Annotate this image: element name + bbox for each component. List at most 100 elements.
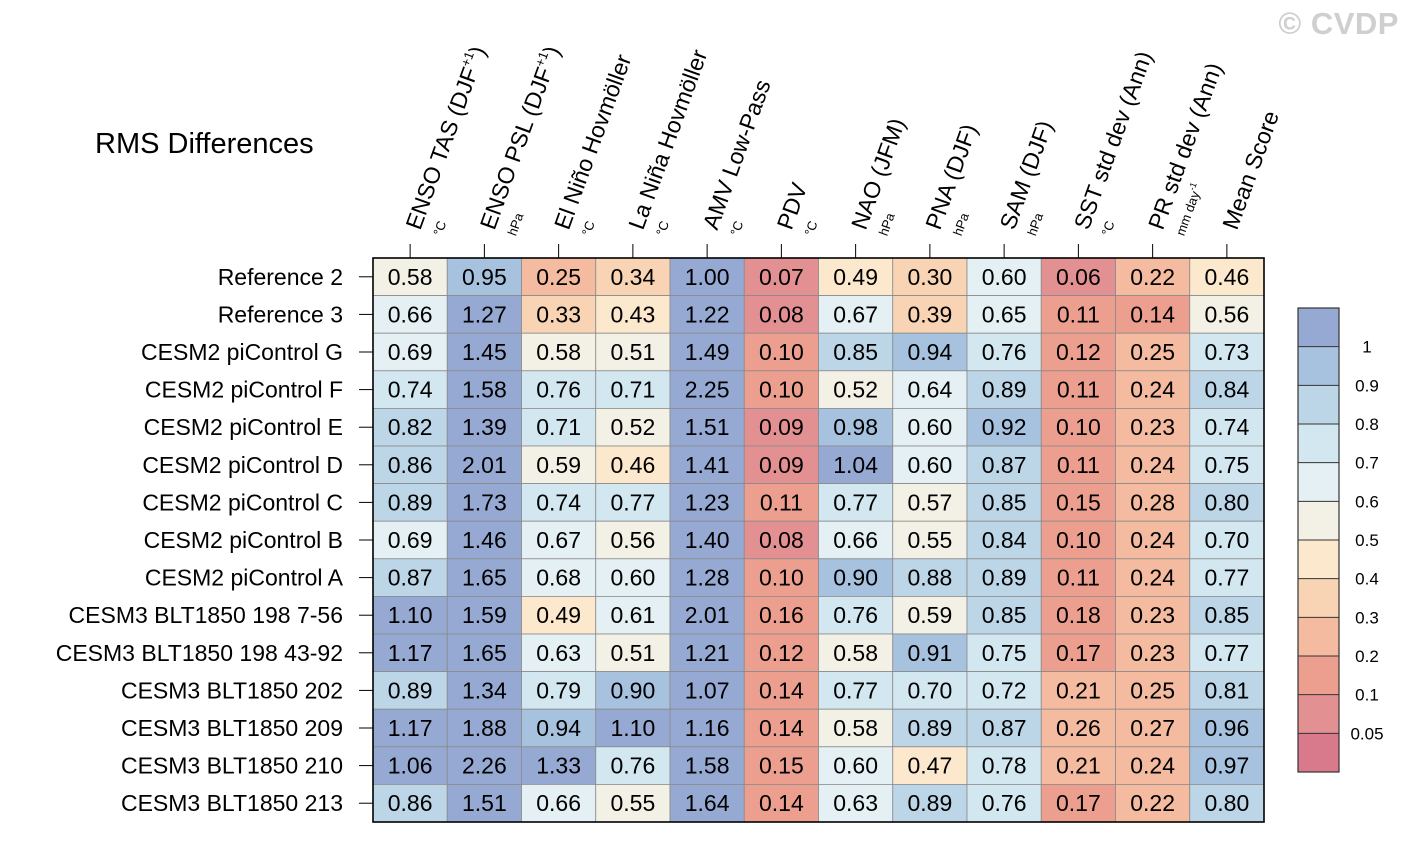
cell-value-label: 0.97 bbox=[1204, 753, 1249, 779]
row-label: CESM2 piControl D bbox=[142, 452, 343, 478]
heatmap-cell bbox=[1189, 445, 1265, 484]
cell-value-label: 0.92 bbox=[982, 414, 1027, 440]
cell-value-label: 0.11 bbox=[1057, 301, 1100, 327]
cell-value-label: 0.51 bbox=[610, 339, 655, 365]
cell-value-label: 0.21 bbox=[1056, 753, 1101, 779]
cell-value-label: 0.24 bbox=[1130, 565, 1175, 591]
cell-value-label: 0.75 bbox=[982, 640, 1027, 666]
cell-value-label: 0.85 bbox=[833, 339, 878, 365]
cell-value-label: 0.23 bbox=[1130, 414, 1175, 440]
heatmap-cell bbox=[446, 483, 522, 522]
heatmap-cell bbox=[966, 332, 1042, 372]
column-label: ENSO TAS (DJF+1) bbox=[399, 42, 490, 232]
colorbar-swatch bbox=[1298, 308, 1339, 347]
cell-value-label: 0.65 bbox=[982, 301, 1027, 327]
heatmap-cell bbox=[595, 407, 671, 447]
heatmap-cell bbox=[1115, 558, 1191, 597]
heatmap-cell bbox=[669, 671, 745, 710]
cell-value-label: 0.96 bbox=[1204, 715, 1249, 741]
column-label: NAO (JFM) bbox=[846, 115, 910, 233]
heatmap-cell bbox=[1115, 445, 1191, 484]
column-label: PNA (DJF) bbox=[920, 121, 982, 233]
colorbar-swatch bbox=[1298, 462, 1339, 502]
heatmap-cell bbox=[595, 332, 671, 372]
heatmap-cell bbox=[669, 746, 745, 785]
heatmap-cell bbox=[595, 596, 671, 635]
column-unit-label: °C bbox=[653, 219, 672, 238]
cell-value-label: 0.16 bbox=[759, 602, 804, 628]
cell-value-label: 2.25 bbox=[685, 377, 730, 403]
cell-value-label: 0.85 bbox=[1204, 602, 1249, 628]
cell-value-label: 2.01 bbox=[462, 452, 507, 478]
cell-value-label: 0.57 bbox=[907, 489, 952, 515]
column-unit-label: hPa bbox=[504, 210, 526, 238]
heatmap-cell bbox=[669, 708, 745, 748]
cell-value-label: 0.10 bbox=[759, 565, 804, 591]
heatmap-cell bbox=[446, 596, 522, 635]
colorbar-swatch bbox=[1298, 540, 1339, 579]
cell-value-label: 0.63 bbox=[833, 790, 878, 816]
column-unit-label: hPa bbox=[1024, 210, 1046, 238]
heatmap-cell bbox=[595, 633, 671, 672]
heatmap-cell bbox=[818, 784, 894, 823]
cell-value-label: 0.87 bbox=[982, 715, 1027, 741]
heatmap-cell bbox=[521, 445, 597, 484]
cell-value-label: 2.26 bbox=[462, 753, 507, 779]
colorbar-border bbox=[1297, 307, 1340, 773]
cell-value-label: 0.60 bbox=[907, 452, 952, 478]
cell-value-label: 0.23 bbox=[1130, 640, 1175, 666]
heatmap-cell bbox=[966, 483, 1042, 522]
cell-value-label: 0.12 bbox=[1056, 339, 1101, 365]
cell-value-label: 0.74 bbox=[388, 377, 433, 403]
heatmap-cell bbox=[743, 671, 819, 710]
cell-value-label: 0.08 bbox=[759, 527, 804, 553]
row-label: CESM2 piControl C bbox=[142, 489, 343, 515]
heatmap-cell bbox=[743, 295, 819, 334]
colorbar-swatch bbox=[1298, 385, 1339, 424]
colorbar-swatch bbox=[1298, 346, 1339, 386]
cell-value-label: 0.10 bbox=[1056, 527, 1101, 553]
heatmap-cell bbox=[669, 483, 745, 522]
cell-value-label: 1.39 bbox=[462, 414, 507, 440]
heatmap-cell bbox=[818, 708, 894, 748]
heatmap-cell bbox=[1115, 708, 1191, 748]
column-label: Mean Score bbox=[1217, 107, 1284, 232]
heatmap-cell bbox=[595, 520, 671, 560]
heatmap-cell bbox=[892, 257, 968, 296]
column-label-group: PNA (DJF)hPa bbox=[920, 121, 982, 238]
cell-value-label: 0.76 bbox=[610, 753, 655, 779]
cell-value-label: 1.17 bbox=[388, 640, 433, 666]
heatmap-cell bbox=[743, 332, 819, 372]
heatmap-cell bbox=[669, 633, 745, 672]
heatmap-cell bbox=[1115, 784, 1191, 823]
heatmap-cell bbox=[1040, 558, 1116, 597]
cell-value-label: 0.89 bbox=[907, 715, 952, 741]
heatmap-cell bbox=[521, 746, 597, 785]
cell-value-label: 0.76 bbox=[982, 339, 1027, 365]
cell-value-label: 0.64 bbox=[907, 377, 952, 403]
cell-value-label: 0.49 bbox=[833, 264, 878, 290]
cell-value-label: 1.00 bbox=[685, 264, 730, 290]
cell-value-label: 0.60 bbox=[907, 414, 952, 440]
cell-value-label: 0.14 bbox=[1130, 301, 1175, 327]
cell-value-label: 1.28 bbox=[685, 565, 730, 591]
column-label: ENSO PSL (DJF+1) bbox=[474, 42, 565, 233]
heatmap-cell bbox=[372, 746, 448, 785]
cell-value-label: 0.12 bbox=[759, 640, 804, 666]
cell-value-label: 0.55 bbox=[907, 527, 952, 553]
column-label: El Niño Hovmöller bbox=[549, 51, 636, 233]
heatmap-cell bbox=[669, 407, 745, 447]
cell-value-label: 0.80 bbox=[1204, 790, 1249, 816]
cell-value-label: 1.73 bbox=[462, 489, 507, 515]
row-label: CESM3 BLT1850 210 bbox=[121, 753, 343, 779]
cell-value-label: 0.25 bbox=[536, 264, 581, 290]
cell-value-label: 0.77 bbox=[833, 489, 878, 515]
cell-value-label: 2.01 bbox=[685, 602, 730, 628]
column-label: SAM (DJF) bbox=[994, 117, 1057, 233]
cell-value-label: 0.52 bbox=[610, 414, 655, 440]
cell-value-label: 1.07 bbox=[685, 677, 730, 703]
cell-value-label: 0.26 bbox=[1056, 715, 1101, 741]
heatmap-cell bbox=[1040, 596, 1116, 635]
cell-value-label: 0.74 bbox=[1204, 414, 1249, 440]
colorbar-swatch bbox=[1298, 694, 1339, 734]
